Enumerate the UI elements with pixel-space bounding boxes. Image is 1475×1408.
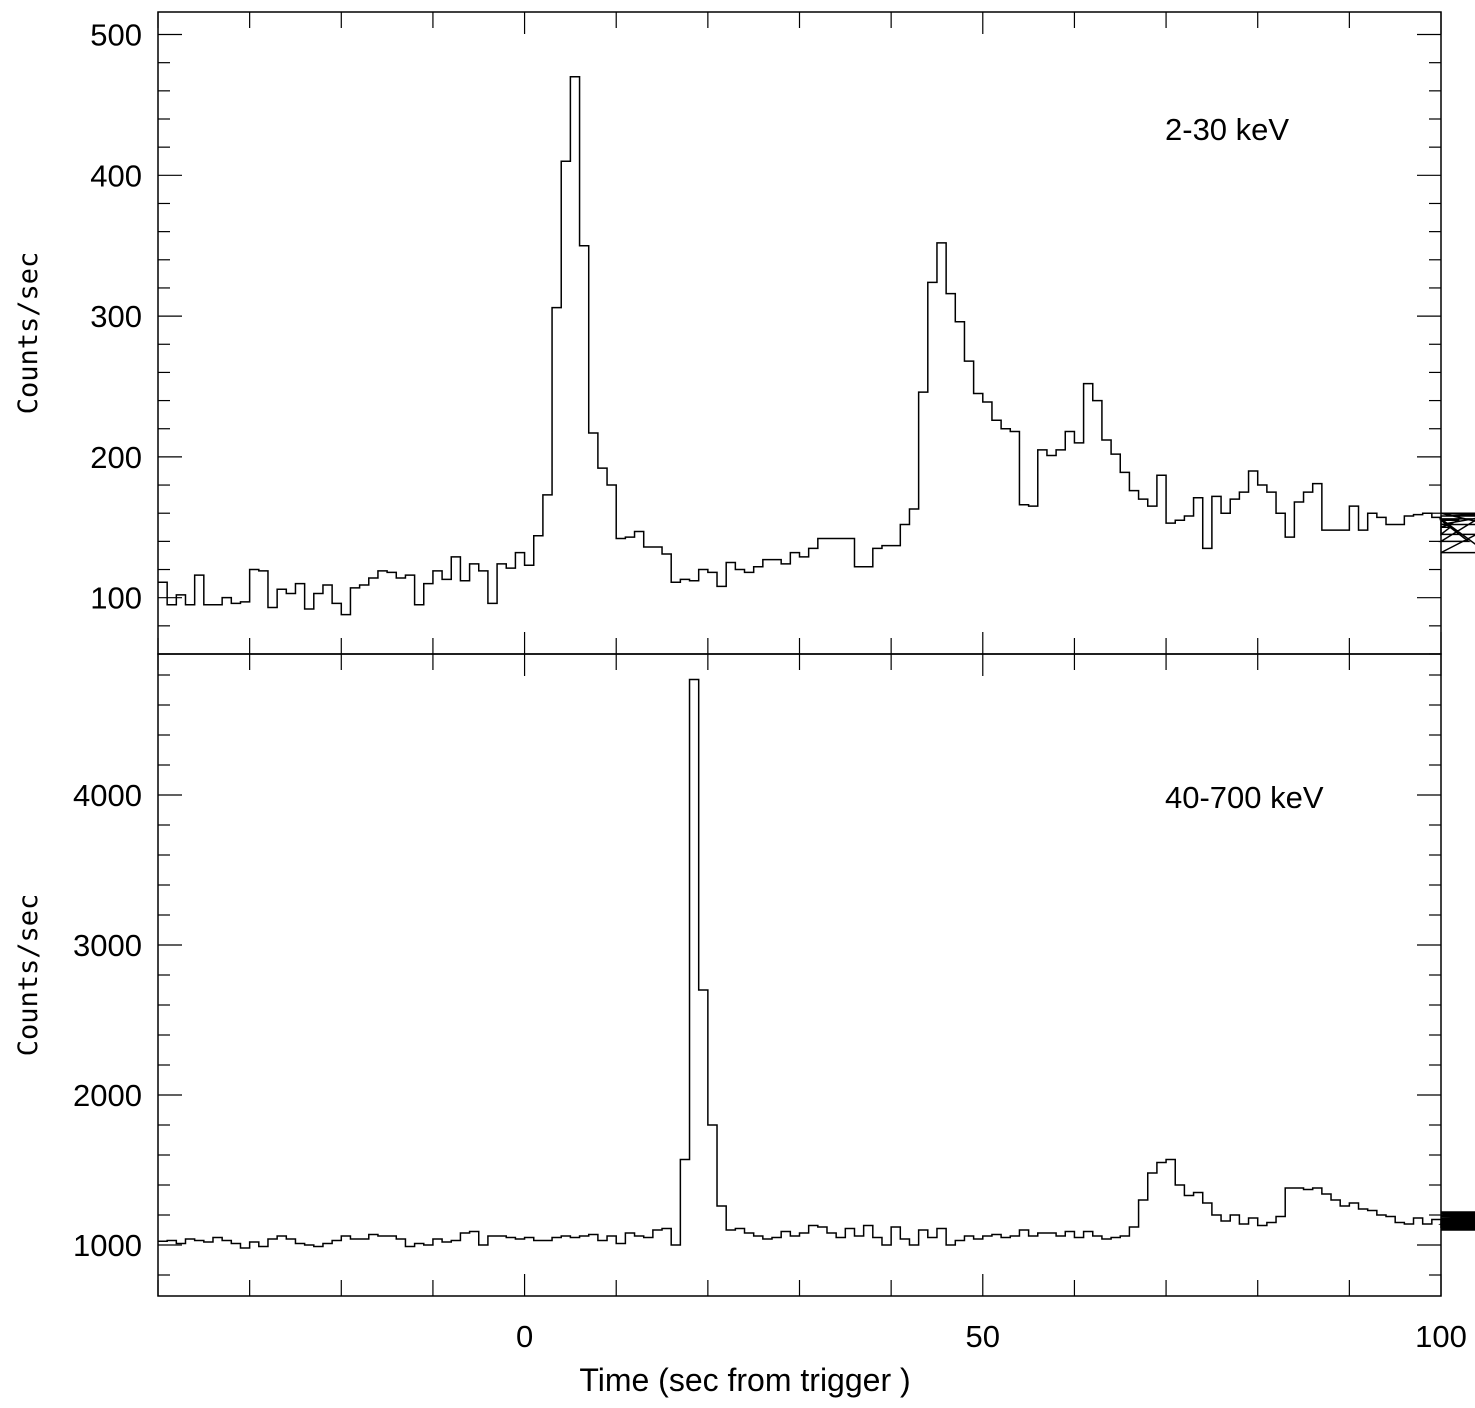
top-y-tick-label: 300 — [90, 299, 142, 334]
bottom-panel: 1000 2000 3000 4000 0 50 100 40-700 keV Count… — [13, 653, 1475, 1398]
x-tick-label: 100 — [1415, 1319, 1467, 1354]
top-y-tick-label: 100 — [90, 581, 142, 616]
top-panel-series-line — [158, 76, 1475, 616]
bottom-y-tick-label: 3000 — [73, 928, 142, 963]
top-panel: 100 200 300 400 500 2-30 keV Counts/sec — [13, 11, 1475, 655]
x-tick-labels: 0 50 100 — [516, 1319, 1467, 1354]
x-axis-title: Time (sec from trigger ) — [579, 1362, 910, 1398]
bottom-panel-series-line — [158, 678, 1475, 1249]
bottom-y-tick-label: 1000 — [73, 1228, 142, 1263]
top-y-tick-label: 400 — [90, 158, 142, 193]
top-y-tick-label: 500 — [90, 18, 142, 53]
bottom-panel-frame — [157, 653, 1442, 1297]
bottom-panel-ticks — [157, 654, 1442, 1296]
top-panel-annotation: 2-30 keV — [1165, 112, 1289, 147]
top-panel-y-axis-title: Counts/sec — [13, 252, 44, 415]
bottom-panel-y-tick-labels: 1000 2000 3000 4000 — [73, 778, 142, 1263]
top-panel-y-tick-labels: 100 200 300 400 500 — [90, 18, 142, 616]
bottom-panel-annotation: 40-700 keV — [1165, 780, 1324, 815]
bottom-panel-y-axis-title: Counts/sec — [13, 894, 44, 1057]
top-panel-ticks — [157, 12, 1442, 655]
bottom-y-tick-label: 4000 — [73, 778, 142, 813]
x-tick-label: 0 — [516, 1319, 533, 1354]
bottom-y-tick-label: 2000 — [73, 1078, 142, 1113]
top-y-tick-label: 200 — [90, 440, 142, 475]
x-tick-label: 50 — [966, 1319, 1000, 1354]
